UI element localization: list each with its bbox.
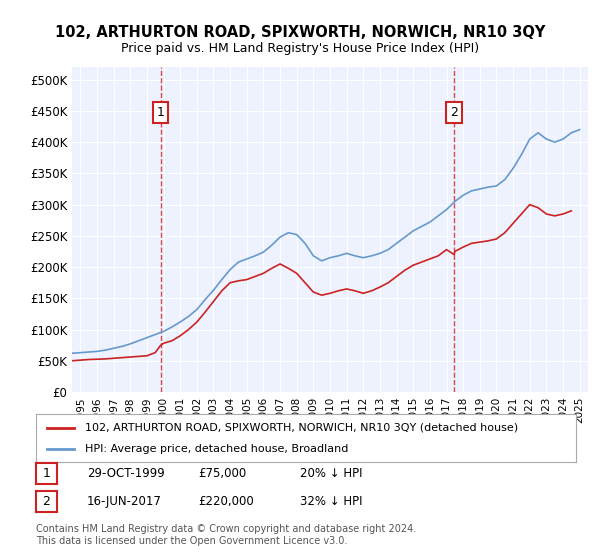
Text: Price paid vs. HM Land Registry's House Price Index (HPI): Price paid vs. HM Land Registry's House … [121,42,479,55]
Text: 1: 1 [157,106,164,119]
Text: £75,000: £75,000 [198,467,246,480]
Text: 2: 2 [43,495,50,508]
Text: Contains HM Land Registry data © Crown copyright and database right 2024.
This d: Contains HM Land Registry data © Crown c… [36,524,416,546]
Text: £220,000: £220,000 [198,495,254,508]
Text: 102, ARTHURTON ROAD, SPIXWORTH, NORWICH, NR10 3QY (detached house): 102, ARTHURTON ROAD, SPIXWORTH, NORWICH,… [85,423,518,433]
Text: 1: 1 [43,467,50,480]
Text: 16-JUN-2017: 16-JUN-2017 [87,495,162,508]
Text: HPI: Average price, detached house, Broadland: HPI: Average price, detached house, Broa… [85,444,348,454]
Text: 32% ↓ HPI: 32% ↓ HPI [300,495,362,508]
Text: 20% ↓ HPI: 20% ↓ HPI [300,467,362,480]
Text: 2: 2 [450,106,458,119]
Text: 102, ARTHURTON ROAD, SPIXWORTH, NORWICH, NR10 3QY: 102, ARTHURTON ROAD, SPIXWORTH, NORWICH,… [55,25,545,40]
Text: 29-OCT-1999: 29-OCT-1999 [87,467,165,480]
